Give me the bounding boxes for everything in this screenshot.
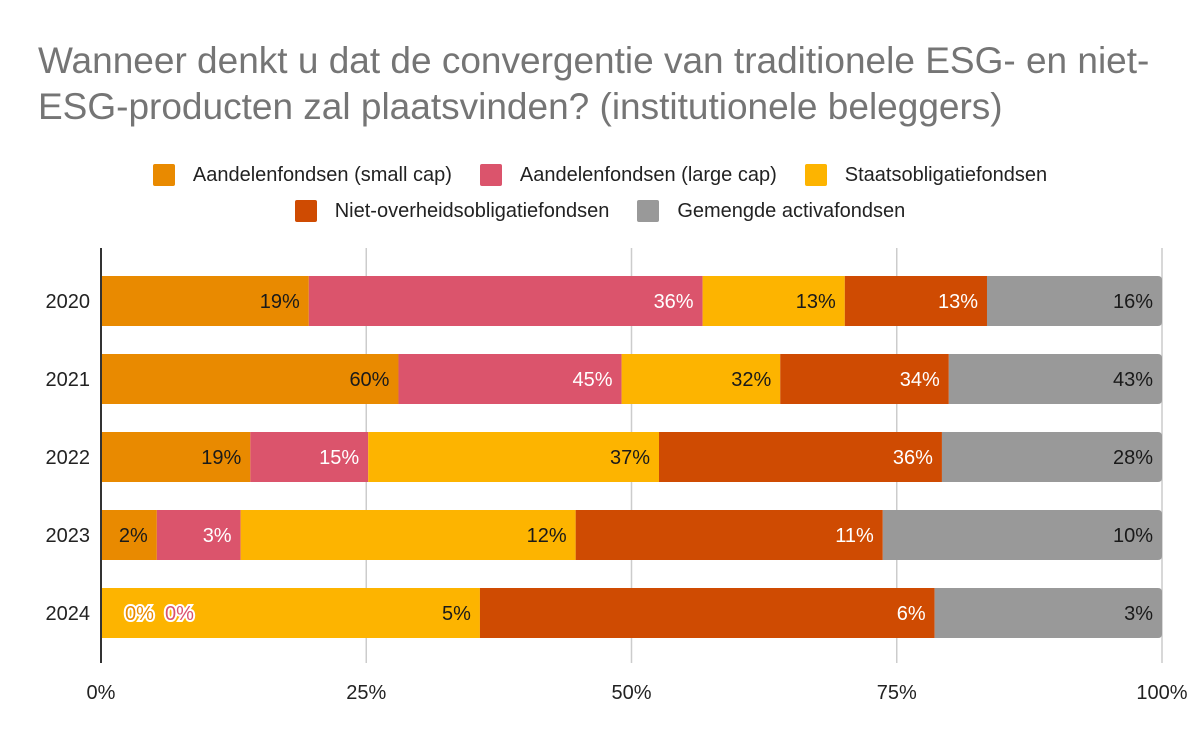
bar-segment[interactable]: [101, 354, 399, 404]
bar-segment[interactable]: [101, 432, 251, 482]
data-label: 10%: [1113, 525, 1153, 547]
category-label: 2020: [46, 291, 91, 313]
data-label: 0%: [165, 603, 194, 625]
bar-segment[interactable]: [398, 354, 622, 404]
legend-swatch-niet-overheidsobligatiefondsen: [294, 200, 317, 222]
x-tick-label: 0%: [87, 682, 116, 704]
bar-segment[interactable]: [250, 432, 369, 482]
bar-segment[interactable]: [240, 510, 576, 560]
bar-segment[interactable]: [780, 354, 949, 404]
legend-swatch-large-cap: [479, 164, 502, 186]
bar-segment[interactable]: [986, 276, 1162, 326]
axis: 0% 25% 50% 75% 100% 2020 2021 2022 2023 2024: [46, 248, 1188, 704]
data-label: 15%: [319, 447, 359, 469]
x-tick-label: 50%: [611, 682, 651, 704]
legend-item-large-cap[interactable]: Aandelenfondsen (large cap): [479, 163, 777, 187]
legend-label-staatsobligatiefondsen: Staatsobligatiefondsen: [844, 163, 1048, 186]
data-label: 28%: [1113, 447, 1153, 469]
bar-segment[interactable]: [659, 432, 942, 482]
data-label: 0%: [125, 603, 154, 625]
legend-label-large-cap: Aandelenfondsen (large cap): [519, 163, 777, 186]
bar-segment[interactable]: [934, 588, 1162, 638]
data-label: 32%: [731, 369, 771, 391]
data-label: 16%: [1113, 291, 1153, 313]
x-tick-label: 100%: [1136, 682, 1187, 704]
bar-segment[interactable]: [479, 588, 935, 638]
bar-segment[interactable]: [101, 510, 157, 560]
legend-swatch-gemengde-activafondsen: [637, 200, 660, 222]
bar-labels: 19% 36% 13% 13% 16% 60% 45% 32% 34% 43% 19% 15% 37% 3…: [119, 291, 1153, 627]
category-label: 2021: [46, 369, 91, 391]
bar-segment[interactable]: [621, 354, 781, 404]
category-label: 2024: [46, 603, 91, 625]
legend-row-2: Niet-overheidsobligatiefondsen Gemengde …: [0, 193, 1200, 229]
data-label: 19%: [201, 447, 241, 469]
x-tick-label: 25%: [346, 682, 386, 704]
data-label: 5%: [442, 603, 471, 625]
legend-item-niet-overheidsobligatiefondsen[interactable]: Niet-overheidsobligatiefondsen: [294, 199, 610, 223]
data-label: 2%: [119, 525, 148, 547]
bar-segment[interactable]: [948, 354, 1162, 404]
category-label: 2023: [46, 525, 91, 547]
chart-title: Wanneer denkt u dat de convergentie van …: [38, 40, 1150, 127]
data-label: 11%: [835, 525, 874, 547]
legend-item-gemengde-activafondsen[interactable]: Gemengde activafondsen: [637, 200, 905, 223]
bar-segment[interactable]: [368, 432, 660, 482]
bar-segment[interactable]: [702, 276, 845, 326]
data-label: 34%: [900, 369, 940, 391]
bars: [101, 276, 1162, 638]
legend-swatch-staatsobligatiefondsen: [804, 164, 827, 186]
data-label: 45%: [573, 369, 613, 391]
legend-swatch-small-cap: [152, 164, 175, 186]
data-label: 6%: [897, 603, 926, 625]
bar-segment[interactable]: [101, 588, 480, 638]
bar-segment[interactable]: [308, 276, 703, 326]
data-label: 36%: [893, 447, 933, 469]
bar-segment[interactable]: [882, 510, 1162, 560]
legend-item-small-cap[interactable]: Aandelenfondsen (small cap): [152, 163, 452, 187]
legend-label-gemengde-activafondsen: Gemengde activafondsen: [677, 199, 906, 222]
data-label: 43%: [1113, 369, 1153, 391]
data-label: 3%: [203, 525, 232, 547]
bar-segment[interactable]: [101, 276, 309, 326]
legend-item-staatsobligatiefondsen[interactable]: Staatsobligatiefondsen: [804, 163, 1048, 187]
data-label: 3%: [1124, 603, 1153, 625]
x-tick-label: 75%: [877, 682, 917, 704]
data-label: 37%: [610, 447, 650, 469]
bar-segment[interactable]: [575, 510, 883, 560]
bar-segment[interactable]: [156, 510, 241, 560]
legend: Aandelenfondsen (small cap) Aandelenfond…: [0, 157, 1200, 229]
category-label: 2022: [46, 447, 91, 469]
data-label: 13%: [938, 291, 978, 313]
data-label: 13%: [796, 291, 836, 313]
data-label: 36%: [654, 291, 694, 313]
legend-row-1: Aandelenfondsen (small cap) Aandelenfond…: [0, 157, 1200, 193]
legend-label-niet-overheidsobligatiefondsen: Niet-overheidsobligatiefondsen: [334, 199, 610, 222]
legend-label-small-cap: Aandelenfondsen (small cap): [192, 163, 452, 186]
bar-segment[interactable]: [941, 432, 1162, 482]
data-label: 19%: [260, 291, 300, 313]
data-label: 60%: [349, 369, 389, 391]
data-label: 12%: [527, 525, 567, 547]
bar-segment[interactable]: [844, 276, 987, 326]
